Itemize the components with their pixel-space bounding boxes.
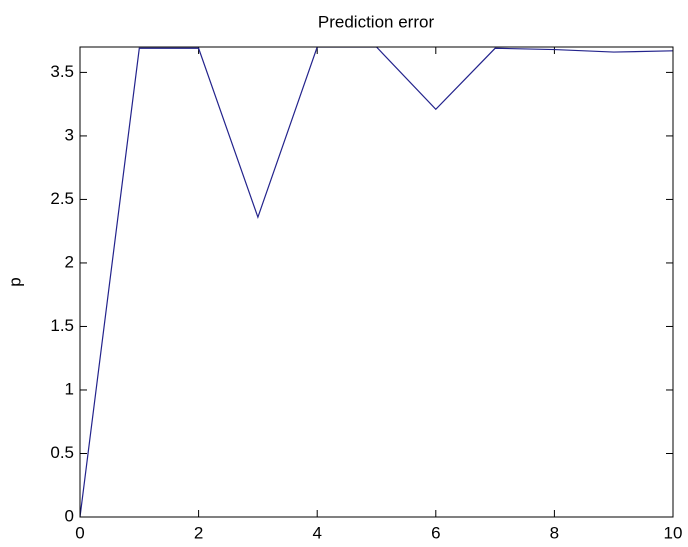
chart-title: Prediction error bbox=[318, 12, 435, 31]
x-tick-label: 8 bbox=[550, 523, 559, 542]
y-tick-label: 3 bbox=[65, 125, 74, 144]
x-tick-label: 6 bbox=[431, 523, 440, 542]
x-tick-label: 4 bbox=[312, 523, 321, 542]
line-series bbox=[80, 47, 673, 517]
axes-box bbox=[79, 46, 674, 518]
y-tick-label: 1 bbox=[65, 379, 74, 398]
x-tick-label: 10 bbox=[664, 523, 683, 542]
y-tick-label: 0 bbox=[65, 506, 74, 525]
plot-area bbox=[80, 47, 673, 517]
x-tick-label: 2 bbox=[194, 523, 203, 542]
y-axis-label: p bbox=[5, 277, 24, 286]
y-tick-label: 3.5 bbox=[50, 62, 74, 81]
x-tick-label: 0 bbox=[75, 523, 84, 542]
y-tick-label: 2.5 bbox=[50, 189, 74, 208]
y-tick-label: 0.5 bbox=[50, 443, 74, 462]
y-tick-label: 1.5 bbox=[50, 316, 74, 335]
y-tick-label: 2 bbox=[65, 252, 74, 271]
